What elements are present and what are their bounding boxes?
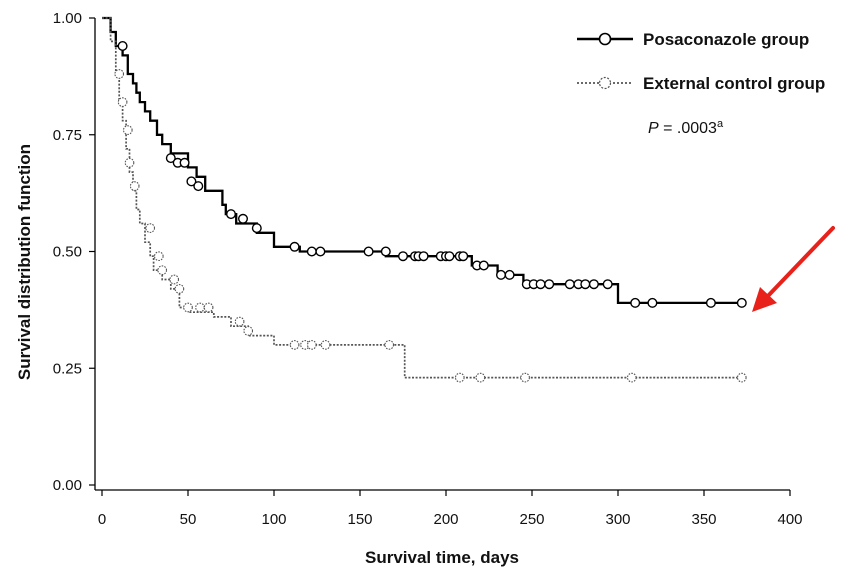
censor-mark-posaconazole <box>588 279 599 290</box>
censor-mark-control <box>122 125 133 135</box>
censor-mark-posaconazole <box>544 279 555 290</box>
x-axis-ticks: 0 50 100 150 200 250 300 350 400 <box>98 490 803 528</box>
censor-mark-posaconazole <box>580 279 591 290</box>
censor-mark-control <box>114 69 125 79</box>
censor-mark-control <box>475 372 486 383</box>
censor-mark-control <box>157 265 168 276</box>
x-tick-label: 100 <box>261 511 286 528</box>
censor-mark-control <box>169 274 180 285</box>
series-line-control <box>102 17 742 379</box>
censor-mark-control <box>454 372 465 383</box>
censor-mark-control <box>117 97 128 107</box>
censor-mark-control <box>520 372 530 383</box>
red-arrow-icon <box>752 226 835 312</box>
x-tick-label: 300 <box>605 511 630 528</box>
censor-mark-control <box>289 340 300 350</box>
legend-label-posaconazole: Posaconazole group <box>643 30 809 49</box>
censor-mark-posaconazole <box>705 297 716 308</box>
legend: Posaconazole group External control grou… <box>577 30 825 137</box>
censor-mark-posaconazole <box>630 297 641 308</box>
censor-mark-control <box>626 372 637 383</box>
censor-mark-control <box>183 302 193 313</box>
x-axis-title: Survival time, days <box>365 548 519 567</box>
censor-mark-control <box>243 326 254 336</box>
censor-mark-control <box>145 223 156 233</box>
legend-marker-posaconazole <box>598 32 612 46</box>
x-tick-label: 400 <box>777 511 802 528</box>
p-value-annotation: P = .0003a <box>648 118 724 137</box>
censor-mark-control <box>736 372 747 383</box>
censor-mark-posaconazole <box>186 176 197 187</box>
y-tick-label: 0.25 <box>53 360 82 377</box>
y-tick-label: 1.00 <box>53 10 82 27</box>
censor-mark-posaconazole <box>363 246 374 257</box>
y-tick-label: 0.50 <box>53 244 82 261</box>
x-tick-label: 150 <box>347 511 372 528</box>
censor-mark-posaconazole <box>647 297 658 308</box>
censor-mark-control <box>320 340 331 350</box>
censor-mark-control <box>203 302 214 313</box>
censor-mark-posaconazole <box>380 246 391 257</box>
series-layer <box>102 16 747 383</box>
legend-marker-control <box>598 76 612 90</box>
censor-mark-posaconazole <box>165 153 176 164</box>
x-tick-label: 350 <box>691 511 716 528</box>
censor-mark-posaconazole <box>315 246 326 257</box>
censor-mark-posaconazole <box>458 251 469 262</box>
censor-mark-control <box>384 340 395 350</box>
censor-mark-control <box>153 251 164 262</box>
y-axis-title: Survival distribution function <box>15 144 34 380</box>
censor-mark-posaconazole <box>251 223 262 234</box>
censor-mark-posaconazole <box>117 41 128 52</box>
x-tick-label: 50 <box>180 511 197 528</box>
censor-mark-posaconazole <box>289 241 300 252</box>
censor-mark-posaconazole <box>736 297 747 308</box>
censor-mark-posaconazole <box>418 251 429 262</box>
censor-mark-posaconazole <box>602 279 613 290</box>
x-tick-label: 0 <box>98 511 106 528</box>
censor-mark-control <box>195 302 205 313</box>
censor-mark-control <box>306 340 317 350</box>
censor-mark-posaconazole <box>564 279 575 290</box>
censor-mark-posaconazole <box>237 213 248 224</box>
censor-mark-control <box>124 157 135 168</box>
x-tick-label: 250 <box>519 511 544 528</box>
censor-mark-control <box>234 316 245 327</box>
legend-label-control: External control group <box>643 74 825 93</box>
censor-mark-posaconazole <box>306 246 317 257</box>
censor-mark-posaconazole <box>398 251 409 262</box>
censor-mark-posaconazole <box>193 181 204 192</box>
censor-mark-posaconazole <box>496 269 507 280</box>
y-tick-label: 0.00 <box>53 477 82 494</box>
censor-mark-control <box>174 284 185 294</box>
x-tick-label: 200 <box>433 511 458 528</box>
y-tick-label: 0.75 <box>53 127 82 144</box>
censor-mark-posaconazole <box>504 269 515 280</box>
censor-mark-posaconazole <box>179 157 190 168</box>
censor-mark-posaconazole <box>478 260 489 271</box>
censor-mark-control <box>129 181 140 191</box>
censor-mark-posaconazole <box>444 251 455 262</box>
y-axis-ticks: 0.00 0.25 0.50 0.75 1.00 <box>53 10 95 494</box>
censor-mark-posaconazole <box>535 279 546 290</box>
censor-mark-posaconazole <box>225 209 236 220</box>
